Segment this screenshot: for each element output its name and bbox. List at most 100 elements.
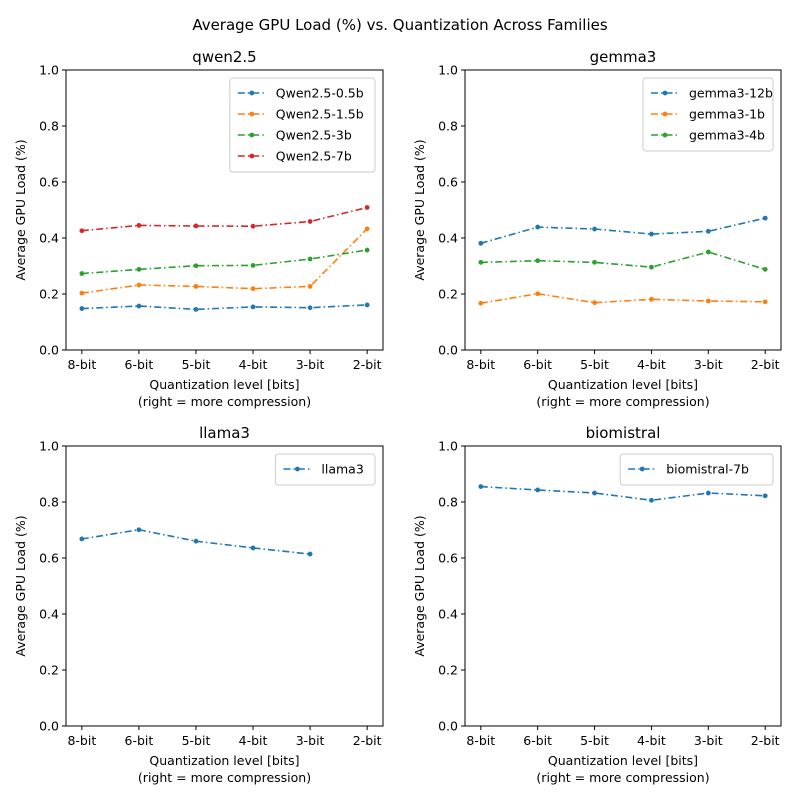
y-tick-label: 0.8	[438, 495, 458, 510]
y-tick-label: 0.4	[438, 231, 458, 246]
x-axis-label: Quantization level [bits]	[149, 377, 299, 392]
legend-label: Qwen2.5-3b	[276, 128, 352, 143]
x-tick-label: 8-bit	[67, 733, 96, 748]
legend-swatch-marker	[639, 466, 645, 472]
legend-frame	[274, 453, 376, 486]
y-tick-label: 1.0	[438, 63, 458, 78]
x-tick-label: 6-bit	[523, 733, 552, 748]
legend-swatch-marker	[249, 111, 255, 117]
y-tick-label: 0.4	[39, 607, 59, 622]
legend-label: llama3	[321, 462, 363, 477]
legend-swatch-marker	[249, 90, 255, 96]
legend: biomistral-7b	[619, 453, 774, 486]
data-point	[649, 497, 654, 503]
legend-label: biomistral-7b	[666, 462, 749, 477]
legend-frame	[642, 77, 774, 152]
y-axis-label: Average GPU Load (%)	[412, 139, 427, 280]
data-point	[762, 493, 768, 499]
series-line	[81, 304, 368, 311]
data-point	[762, 215, 768, 221]
y-axis-label: Average GPU Load (%)	[13, 515, 28, 656]
data-point	[250, 545, 256, 551]
data-point	[592, 490, 597, 496]
x-tick-label: 6-bit	[125, 357, 154, 372]
x-tick-label: 8-bit	[67, 357, 96, 372]
y-tick-label: 0.6	[438, 175, 458, 190]
data-point	[535, 224, 541, 230]
x-axis-label-note: (right = more compression)	[536, 394, 709, 409]
data-point	[592, 300, 597, 306]
data-point	[364, 247, 370, 253]
x-tick-label: 4-bit	[239, 357, 268, 372]
y-tick-label: 0.8	[39, 495, 59, 510]
data-point	[136, 303, 142, 309]
subplot-gemma3: gemma3 8-bit 6-bit 5-bit 4-bit 3-bit 2-bit 0.0 0…	[412, 48, 782, 409]
legend-label: gemma3-12b	[689, 86, 773, 101]
data-point	[705, 490, 711, 496]
plot-frame	[65, 69, 384, 351]
series-gemma3-1b	[478, 291, 768, 306]
data-point	[705, 228, 711, 234]
legend-label: gemma3-1b	[689, 107, 765, 122]
subplot-title: gemma3	[590, 48, 657, 66]
x-tick-label: 3-bit	[296, 733, 325, 748]
series-Qwen2.5-7b	[79, 205, 370, 234]
y-tick-label: 0.6	[39, 175, 59, 190]
legend-swatch-marker	[662, 132, 668, 138]
x-tick-label: 2-bit	[353, 357, 382, 372]
legend-swatch-marker	[249, 153, 255, 159]
x-axis-label-note: (right = more compression)	[138, 770, 311, 785]
y-tick-label: 0.4	[39, 231, 59, 246]
data-point	[364, 205, 370, 210]
data-point	[649, 231, 654, 237]
data-point	[136, 527, 142, 533]
x-tick-label: 6-bit	[523, 357, 552, 372]
legend-label: Qwen2.5-1.5b	[276, 107, 364, 122]
data-point	[79, 536, 85, 542]
data-point	[193, 263, 199, 269]
y-tick-label: 0.6	[39, 551, 59, 566]
legend: gemma3-12b gemma3-1b gemma3-4b	[642, 77, 774, 152]
x-tick-label: 4-bit	[239, 733, 268, 748]
data-point	[307, 305, 313, 311]
data-point	[307, 219, 313, 224]
y-axis-label: Average GPU Load (%)	[13, 139, 28, 280]
y-tick-label: 0.0	[39, 343, 59, 358]
data-point	[762, 299, 768, 305]
data-point	[592, 226, 597, 232]
data-point	[250, 223, 256, 229]
data-point	[307, 551, 313, 557]
data-point	[535, 291, 541, 297]
data-point	[535, 487, 541, 493]
x-tick-label: 2-bit	[353, 733, 382, 748]
legend: llama3	[274, 453, 376, 486]
y-tick-label: 0.6	[438, 551, 458, 566]
legend-label: Qwen2.5-0.5b	[276, 86, 364, 101]
data-point	[79, 271, 85, 276]
y-axis-label: Average GPU Load (%)	[412, 515, 427, 656]
legend-label: Qwen2.5-7b	[276, 149, 352, 164]
data-point	[307, 256, 313, 262]
data-point	[136, 266, 142, 272]
x-tick-label: 5-bit	[182, 357, 211, 372]
figure-suptitle: Average GPU Load (%) vs. Quantization Ac…	[192, 16, 608, 34]
subplot-llama3: llama3 8-bit 6-bit 5-bit 4-bit 3-bit 2-bit 0.0 0…	[13, 424, 384, 785]
x-tick-label: 2-bit	[751, 733, 780, 748]
series-Qwen2.5-0.5b	[79, 302, 370, 312]
y-tick-label: 0.2	[39, 287, 59, 302]
data-point	[193, 223, 199, 229]
subplot-title: llama3	[199, 424, 250, 442]
y-tick-label: 0.8	[438, 119, 458, 134]
data-point	[705, 249, 711, 255]
data-point	[307, 284, 313, 289]
data-point	[193, 538, 199, 544]
data-point	[193, 307, 199, 312]
series-line	[480, 292, 766, 304]
y-tick-label: 0.0	[39, 719, 59, 734]
x-tick-label: 8-bit	[466, 733, 495, 748]
series-line	[81, 206, 368, 232]
legend: Qwen2.5-0.5b Qwen2.5-1.5b Qwen2.5-3b Qwen2.…	[229, 77, 376, 173]
series-line	[81, 228, 368, 294]
data-point	[364, 226, 370, 232]
